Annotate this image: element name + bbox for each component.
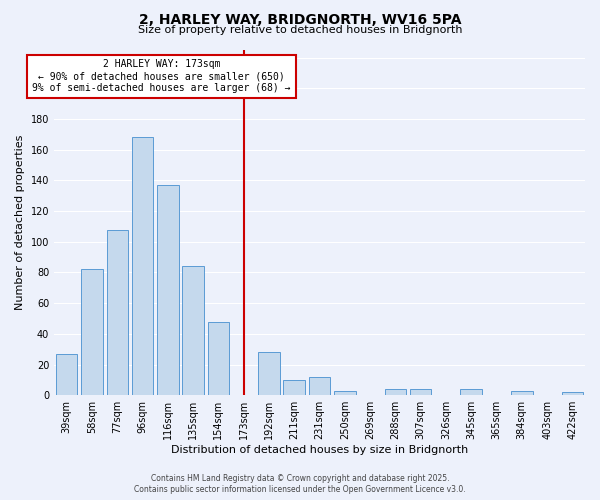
Bar [182, 266, 204, 395]
Text: Size of property relative to detached houses in Bridgnorth: Size of property relative to detached ho… [138, 25, 462, 35]
Bar [208, 322, 229, 395]
Bar [309, 377, 330, 395]
Bar [258, 352, 280, 395]
Bar [132, 138, 153, 395]
Bar [410, 389, 431, 395]
X-axis label: Distribution of detached houses by size in Bridgnorth: Distribution of detached houses by size … [171, 445, 468, 455]
Bar [460, 389, 482, 395]
Bar [334, 390, 356, 395]
Bar [107, 230, 128, 395]
Bar [283, 380, 305, 395]
Text: 2 HARLEY WAY: 173sqm
← 90% of detached houses are smaller (650)
9% of semi-detac: 2 HARLEY WAY: 173sqm ← 90% of detached h… [32, 60, 291, 92]
Bar [511, 390, 533, 395]
Bar [157, 185, 179, 395]
Y-axis label: Number of detached properties: Number of detached properties [15, 135, 25, 310]
Bar [81, 270, 103, 395]
Bar [56, 354, 77, 395]
Bar [562, 392, 583, 395]
Text: 2, HARLEY WAY, BRIDGNORTH, WV16 5PA: 2, HARLEY WAY, BRIDGNORTH, WV16 5PA [139, 12, 461, 26]
Text: Contains HM Land Registry data © Crown copyright and database right 2025.
Contai: Contains HM Land Registry data © Crown c… [134, 474, 466, 494]
Bar [385, 389, 406, 395]
